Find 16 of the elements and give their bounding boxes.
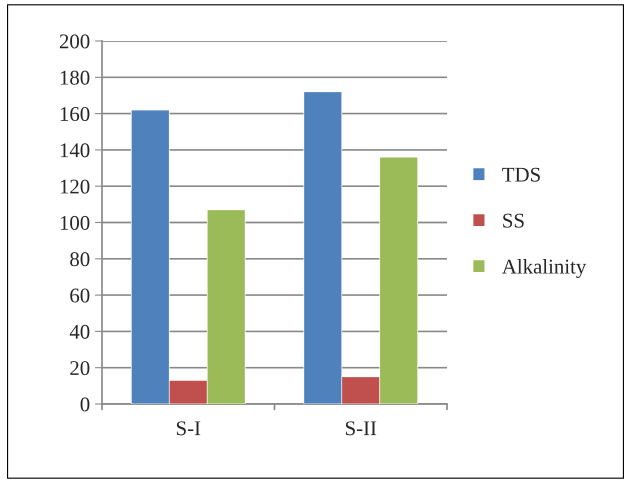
x-tick-label: S-II (346, 421, 376, 436)
y-tick-label: 140 (60, 143, 90, 158)
y-tick-label: 20 (70, 361, 90, 376)
y-tick-label: 200 (60, 34, 90, 48)
y-tick-label: 40 (70, 324, 90, 339)
legend-label: Alkalinity (502, 259, 586, 278)
y-tick-label: 60 (70, 288, 90, 303)
y-tick-label: 80 (70, 252, 90, 266)
x-tick-label: S-I (176, 421, 200, 436)
legend-label: SS (503, 214, 524, 228)
y-tick-label: 160 (60, 106, 90, 122)
y-tick-label: 100 (60, 216, 90, 230)
y-tick-label: 0 (80, 397, 90, 412)
y-tick-label: 120 (60, 180, 90, 194)
legend-label: TDS (502, 168, 540, 182)
y-tick-label: 180 (60, 70, 90, 85)
